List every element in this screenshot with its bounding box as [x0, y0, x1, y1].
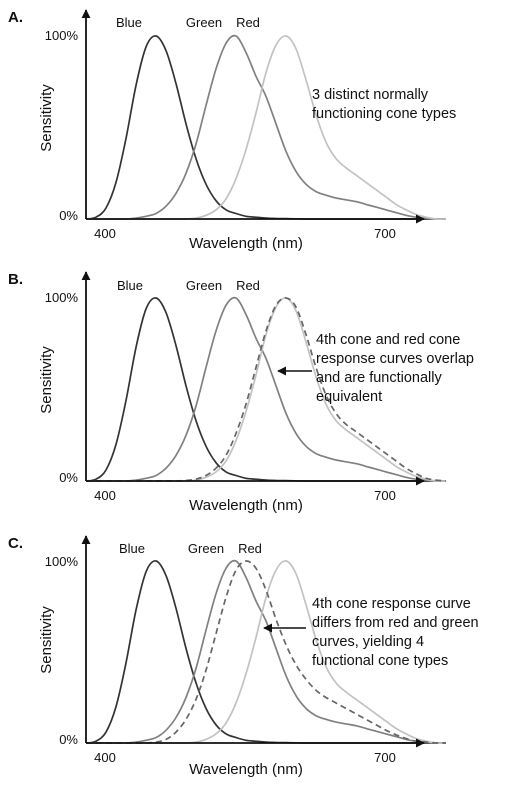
- annotation-line: equivalent: [316, 389, 382, 405]
- y-axis-title: Sensitivity: [38, 346, 55, 414]
- series-label-green: Green: [186, 15, 222, 30]
- y-tick-100: 100%: [45, 554, 79, 569]
- annotation-line: and are functionally: [316, 370, 442, 386]
- x-axis-title: Wavelength (nm): [189, 497, 303, 514]
- panel-c: C. 100% 0% 400 700 Wavelength (nm) Sensi…: [8, 535, 479, 778]
- y-tick-0: 0%: [59, 732, 78, 747]
- annotation-line: 4th cone response curve: [312, 596, 471, 612]
- curve-blue: [85, 35, 446, 220]
- x-tick-700: 700: [374, 750, 396, 765]
- curve-green: [85, 34, 447, 220]
- curve-blue: [85, 297, 446, 482]
- y-tick-100: 100%: [45, 28, 79, 43]
- x-tick-400: 400: [94, 488, 116, 503]
- curve-green: [86, 296, 447, 482]
- x-axis-title: Wavelength (nm): [189, 235, 303, 252]
- series-label-green: Green: [188, 541, 224, 556]
- series-label-red: Red: [236, 15, 260, 30]
- series-label-blue: Blue: [119, 541, 145, 556]
- annotation-line: curves, yielding 4: [312, 634, 424, 650]
- plot-area: [85, 34, 447, 220]
- series-label-red: Red: [236, 278, 260, 293]
- panel-letter: A.: [8, 9, 23, 26]
- curve-green: [86, 559, 447, 744]
- x-axis-title: Wavelength (nm): [189, 761, 303, 778]
- x-tick-700: 700: [374, 488, 396, 503]
- annotation-line: response curves overlap: [316, 351, 474, 367]
- annotation-line: functioning cone types: [312, 106, 456, 122]
- series-label-green: Green: [186, 278, 222, 293]
- panel-b: B. 100% 0% 400 700 Wavelength (nm) Sensi…: [8, 271, 474, 514]
- panel-a: A. 100% 0% 400 700 Wavelength (nm) Sensi…: [8, 9, 456, 252]
- x-tick-400: 400: [94, 750, 116, 765]
- plot-area: [85, 559, 447, 744]
- curve-dashed-3: [86, 297, 447, 482]
- curve-red: [85, 35, 447, 220]
- curve-blue: [85, 560, 446, 744]
- curve-red: [86, 297, 447, 482]
- y-axis-title: Sensitivity: [38, 84, 55, 152]
- x-tick-400: 400: [94, 226, 116, 241]
- panel-letter: B.: [8, 271, 23, 288]
- plot-area: [85, 296, 447, 482]
- annotation-line: functional cone types: [312, 653, 448, 669]
- annotation-line: 3 distinct normally: [312, 87, 429, 103]
- x-tick-700: 700: [374, 226, 396, 241]
- panel-letter: C.: [8, 535, 23, 552]
- annotation-line: differs from red and green: [312, 615, 479, 631]
- y-tick-0: 0%: [59, 208, 78, 223]
- series-label-red: Red: [238, 541, 262, 556]
- series-label-blue: Blue: [116, 15, 142, 30]
- series-label-blue: Blue: [117, 278, 143, 293]
- y-axis-title: Sensitivity: [38, 606, 55, 674]
- annotation-line: 4th cone and red cone: [316, 332, 460, 348]
- y-tick-100: 100%: [45, 290, 79, 305]
- y-tick-0: 0%: [59, 470, 78, 485]
